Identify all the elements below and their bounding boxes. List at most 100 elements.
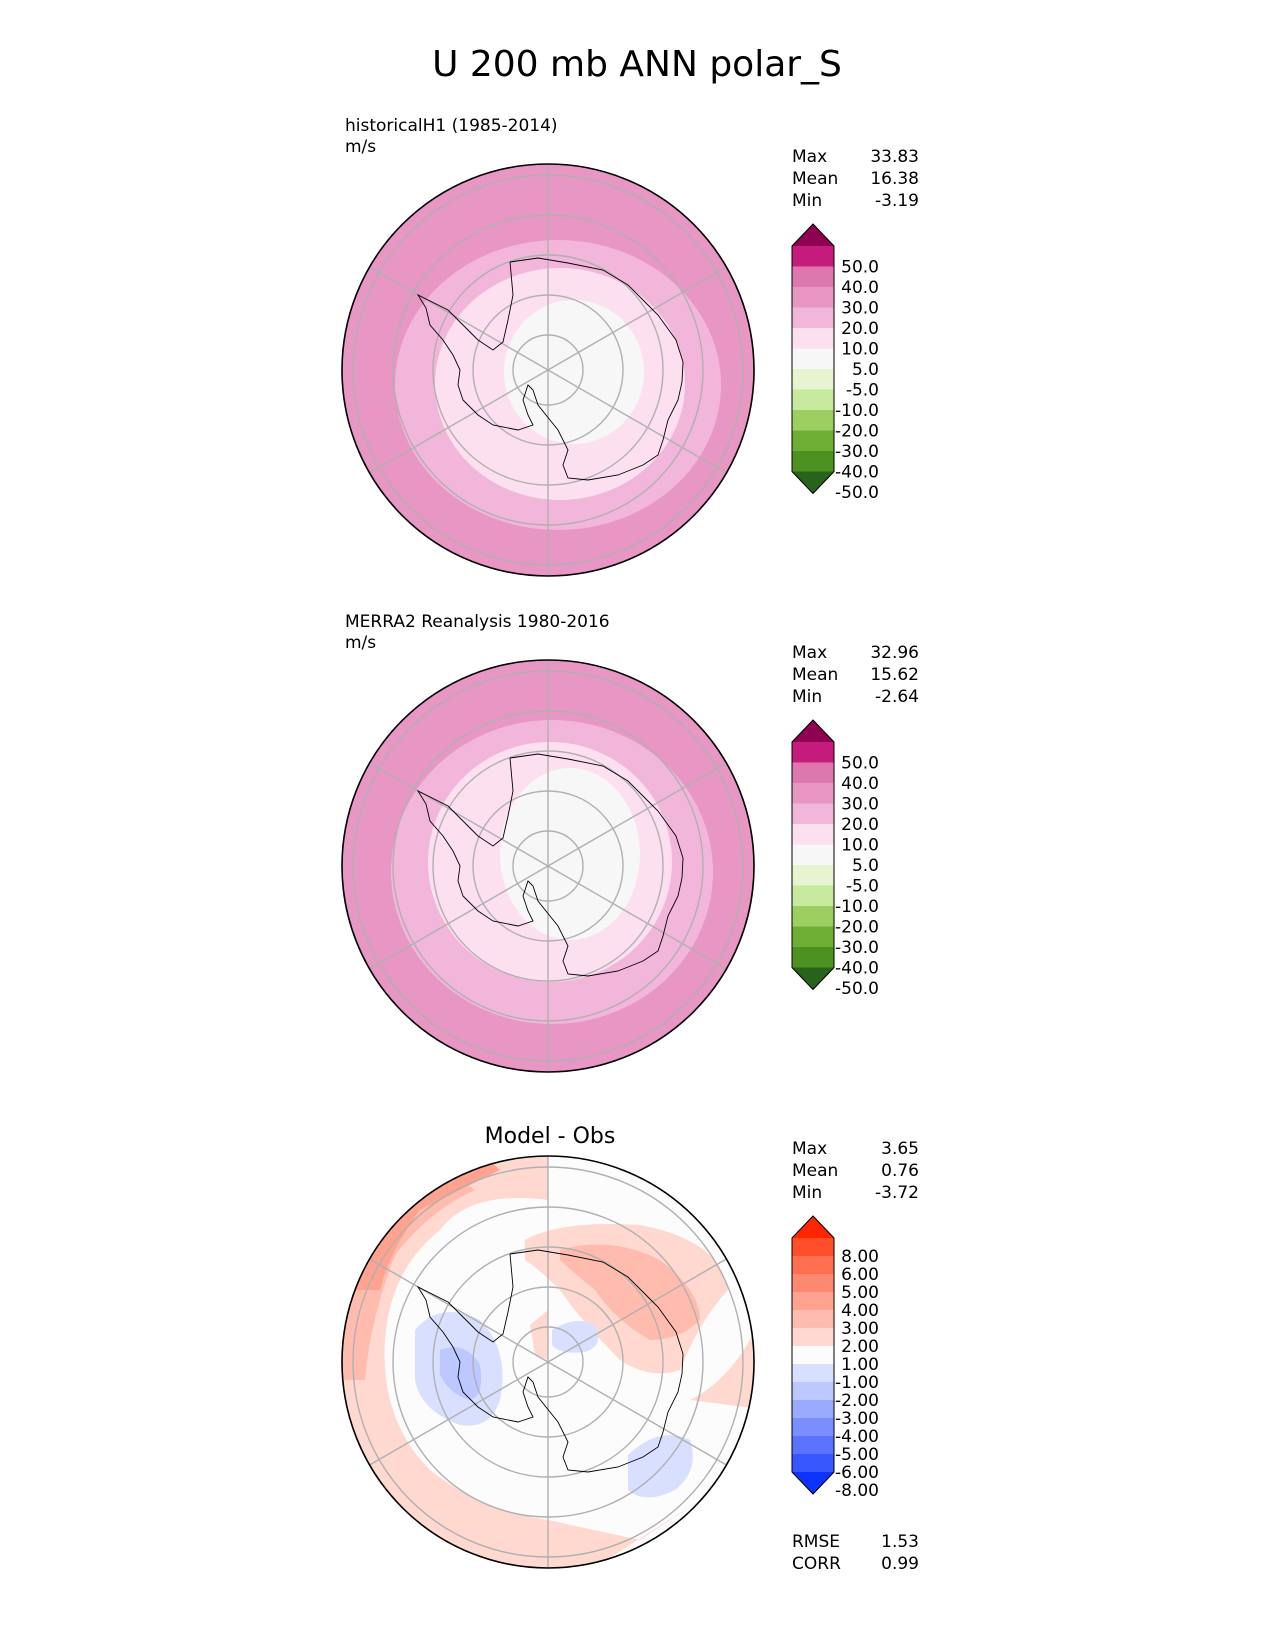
longitude-gridline: [547, 1361, 727, 1466]
stat-min-label: Min: [792, 1183, 822, 1203]
colorbar-tick-label: -30.0: [835, 938, 879, 958]
colorbar-segment: [792, 410, 834, 431]
colorbar-tick-label: 50.0: [841, 754, 879, 774]
reference-panel: MERRA2 Reanalysis 1980-2016 m/s Max 32.9…: [341, 612, 919, 1073]
colorbar-tick-label: 3.00: [841, 1319, 879, 1339]
map-overlay: [341, 1155, 755, 1569]
colorbar-tick-label: 8.00: [841, 1247, 879, 1267]
field-patch: [628, 1435, 693, 1498]
colorbar-segment: [792, 865, 834, 886]
colorbar-tick-label: -10.0: [835, 897, 879, 917]
stat-mean-value: 15.62: [870, 665, 919, 685]
stat-mean-label: Mean: [792, 169, 838, 189]
stat-min-label: Min: [792, 687, 822, 707]
colorbar-tick-label: 1.00: [841, 1355, 879, 1375]
longitude-gridline: [547, 865, 727, 970]
colorbar-segment: [792, 1418, 834, 1437]
colorbar-segment: [792, 266, 834, 288]
longitude-gridline: [547, 1258, 727, 1363]
colorbar-tick-label: -30.0: [835, 442, 879, 462]
colorbar-tick-label: -40.0: [835, 463, 879, 483]
map-boundary: [341, 1155, 755, 1569]
colorbar-tick-label: 5.0: [852, 856, 879, 876]
colorbar: 50.040.030.020.010.05.0-5.0-10.0-20.0-30…: [791, 719, 879, 999]
longitude-gridline: [369, 1258, 549, 1363]
stats-block: Max 33.83 Mean 16.38 Min -3.19: [792, 147, 919, 211]
colorbar-tick-label: -8.00: [835, 1481, 879, 1501]
stat-min-value: -3.19: [875, 191, 919, 211]
colorbar-segment: [792, 1310, 834, 1329]
colorbar-tick-label: -2.00: [835, 1391, 879, 1411]
colorbar-tick-label: -6.00: [835, 1463, 879, 1483]
colorbar-segment: [792, 885, 834, 907]
stats-block: Max 3.65 Mean 0.76 Min -3.72: [792, 1139, 919, 1203]
colorbar-tick-label: 20.0: [841, 319, 879, 339]
colorbar-outline: [791, 1215, 835, 1495]
test-panel: historicalH1 (1985-2014) m/s Max 33.83 M…: [341, 116, 919, 577]
antarctica-coastline: [416, 1249, 684, 1473]
colorbar-tick-label: 50.0: [841, 258, 879, 278]
colorbar-extend-max: [792, 720, 834, 742]
longitude-gridline: [369, 762, 549, 867]
longitude-gridline: [369, 865, 549, 970]
map-overlay: [341, 659, 755, 1073]
stats-block: Max 32.96 Mean 15.62 Min -2.64: [792, 643, 919, 707]
stat-max-value: 32.96: [870, 643, 919, 663]
colorbar-tick-label: 10.0: [841, 836, 879, 856]
map-boundary: [341, 163, 755, 577]
colorbar-segment: [792, 389, 834, 411]
longitude-gridline: [547, 266, 727, 371]
colorbar-tick-label: -20.0: [835, 918, 879, 938]
stat-min-value: -3.72: [875, 1183, 919, 1203]
colorbar-segment: [792, 369, 834, 390]
polar-map: [342, 164, 754, 576]
colorbar-tick-label: 6.00: [841, 1265, 879, 1285]
colorbar-tick-label: -50.0: [835, 979, 879, 999]
panel-title: historicalH1 (1985-2014): [345, 116, 558, 136]
colorbar-segment: [792, 1400, 834, 1419]
colorbar-tick-label: 5.0: [852, 360, 879, 380]
colorbar-segment: [792, 906, 834, 927]
colorbar-tick-label: -20.0: [835, 422, 879, 442]
colorbar-tick-label: 5.00: [841, 1283, 879, 1303]
colorbar: 8.006.005.004.003.002.001.00-1.00-2.00-3…: [791, 1215, 879, 1501]
stat-max-label: Max: [792, 1139, 827, 1159]
colorbar-tick-label: 2.00: [841, 1337, 879, 1357]
colorbar-tick-label: -5.00: [835, 1445, 879, 1465]
field-patch: [342, 1156, 700, 1568]
stat-max-value: 33.83: [870, 147, 919, 167]
colorbar-segment: [792, 844, 834, 866]
panel-units: m/s: [345, 137, 376, 157]
colorbar-tick-label: -40.0: [835, 959, 879, 979]
longitude-gridline: [369, 1361, 549, 1466]
metric-corr-value: 0.99: [881, 1554, 919, 1574]
colorbar-segment: [792, 803, 834, 825]
colorbar-segment: [792, 926, 834, 948]
colorbar-segment: [792, 1328, 834, 1347]
metrics-block: RMSE 1.53 CORR 0.99: [792, 1532, 919, 1574]
colorbar-tick-label: -3.00: [835, 1409, 879, 1429]
map-boundary: [341, 659, 755, 1073]
stat-max-label: Max: [792, 147, 827, 167]
metric-rmse-value: 1.53: [881, 1532, 919, 1552]
field-patch: [530, 1310, 548, 1360]
colorbar-tick-label: 40.0: [841, 278, 879, 298]
colorbar-tick-label: -50.0: [835, 483, 879, 503]
colorbar-segment: [792, 1436, 834, 1455]
field-patch: [690, 1300, 754, 1410]
main-title: U 200 mb ANN polar_S: [432, 44, 842, 85]
colorbar-segment: [792, 1274, 834, 1293]
stat-mean-value: 0.76: [881, 1161, 919, 1181]
panel-title: Model - Obs: [485, 1124, 616, 1149]
colorbar-segment: [792, 1454, 834, 1473]
antarctica-coastline: [416, 753, 684, 977]
colorbar-segment: [792, 246, 834, 267]
metric-rmse-label: RMSE: [792, 1532, 840, 1552]
colorbar-segment: [792, 1346, 834, 1365]
stat-mean-label: Mean: [792, 665, 838, 685]
colorbar-tick-label: -10.0: [835, 401, 879, 421]
longitude-gridline: [369, 266, 549, 371]
colorbar-segment: [792, 1364, 834, 1383]
map-overlay: [341, 163, 755, 577]
